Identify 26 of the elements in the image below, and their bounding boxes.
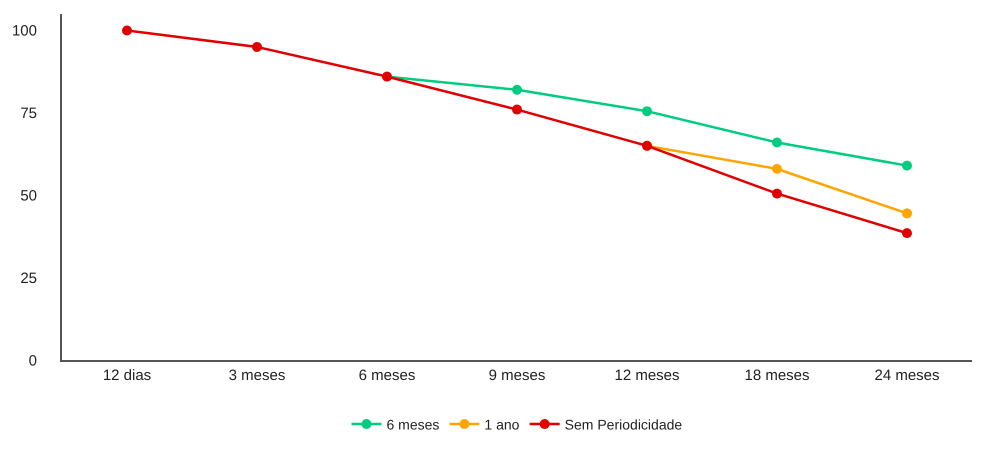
legend-label: Sem Periodicidade [564, 416, 682, 432]
x-tick-label: 24 meses [874, 367, 940, 384]
x-tick-label: 12 dias [102, 367, 152, 384]
point [902, 160, 912, 171]
legend-label: 6 meses [386, 416, 440, 432]
x-tick-label: 12 meses [614, 367, 680, 384]
point [122, 25, 132, 36]
point [512, 104, 522, 115]
x-tick-label: 6 meses [358, 367, 416, 384]
legend-label: 1 ano [484, 416, 520, 432]
y-tick-label: 75 [20, 105, 37, 122]
y-tick-label: 100 [12, 22, 37, 40]
point [642, 106, 652, 116]
y-tick-label: 50 [20, 187, 37, 204]
point [512, 84, 522, 95]
y-tick-label: 0 [28, 352, 37, 370]
point [772, 188, 782, 199]
x-tick-label: 9 meses [488, 367, 546, 384]
y-tick-label: 25 [20, 270, 37, 287]
point [902, 208, 912, 218]
x-tick-label: 3 meses [228, 367, 286, 384]
point [902, 228, 912, 238]
point [772, 164, 782, 174]
point [252, 42, 262, 52]
point [772, 138, 782, 148]
x-tick-label: 18 meses [744, 367, 810, 384]
